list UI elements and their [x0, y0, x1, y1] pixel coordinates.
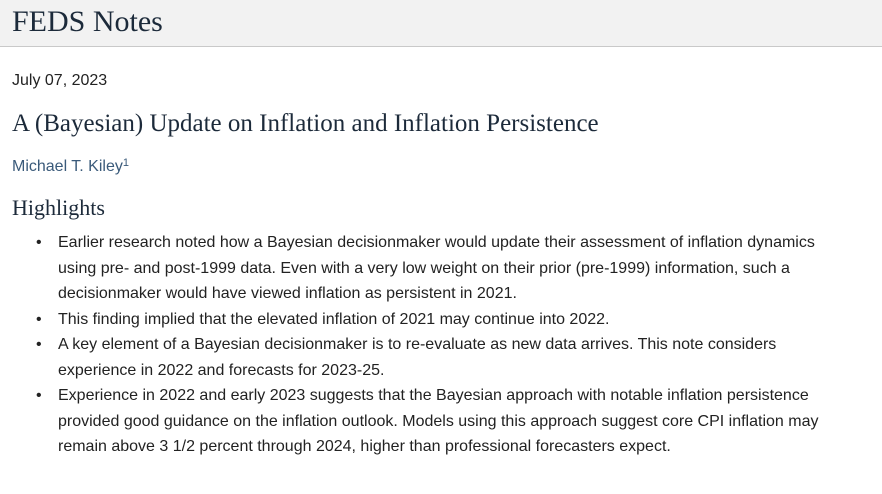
- list-item: • This finding implied that the elevated…: [12, 307, 840, 333]
- masthead: FEDS Notes: [0, 0, 882, 47]
- bullet-icon: •: [36, 387, 42, 404]
- author-footnote-link[interactable]: 1: [122, 157, 129, 169]
- highlight-text: Experience in 2022 and early 2023 sugges…: [58, 387, 819, 455]
- list-item: • A key element of a Bayesian decisionma…: [12, 332, 840, 383]
- bullet-icon: •: [36, 310, 42, 328]
- highlight-text: Earlier research noted how a Bayesian de…: [58, 234, 815, 302]
- author-name[interactable]: Michael T. Kiley: [12, 158, 123, 175]
- highlight-text: A key element of a Bayesian decisionmake…: [58, 336, 777, 379]
- highlights-list: • Earlier research noted how a Bayesian …: [12, 230, 872, 460]
- site-title[interactable]: FEDS Notes: [12, 5, 163, 38]
- publication-date: July 07, 2023: [12, 72, 108, 89]
- article-title: A (Bayesian) Update on Inflation and Inf…: [12, 110, 599, 137]
- list-item: • Experience in 2022 and early 2023 sugg…: [12, 383, 840, 460]
- highlights-heading: Highlights: [12, 195, 105, 220]
- highlight-text: This finding implied that the elevated i…: [58, 310, 610, 328]
- bullet-icon: •: [36, 336, 42, 353]
- list-item: • Earlier research noted how a Bayesian …: [12, 230, 840, 307]
- author-byline[interactable]: Michael T. Kiley1: [12, 157, 129, 177]
- bullet-icon: •: [36, 234, 42, 251]
